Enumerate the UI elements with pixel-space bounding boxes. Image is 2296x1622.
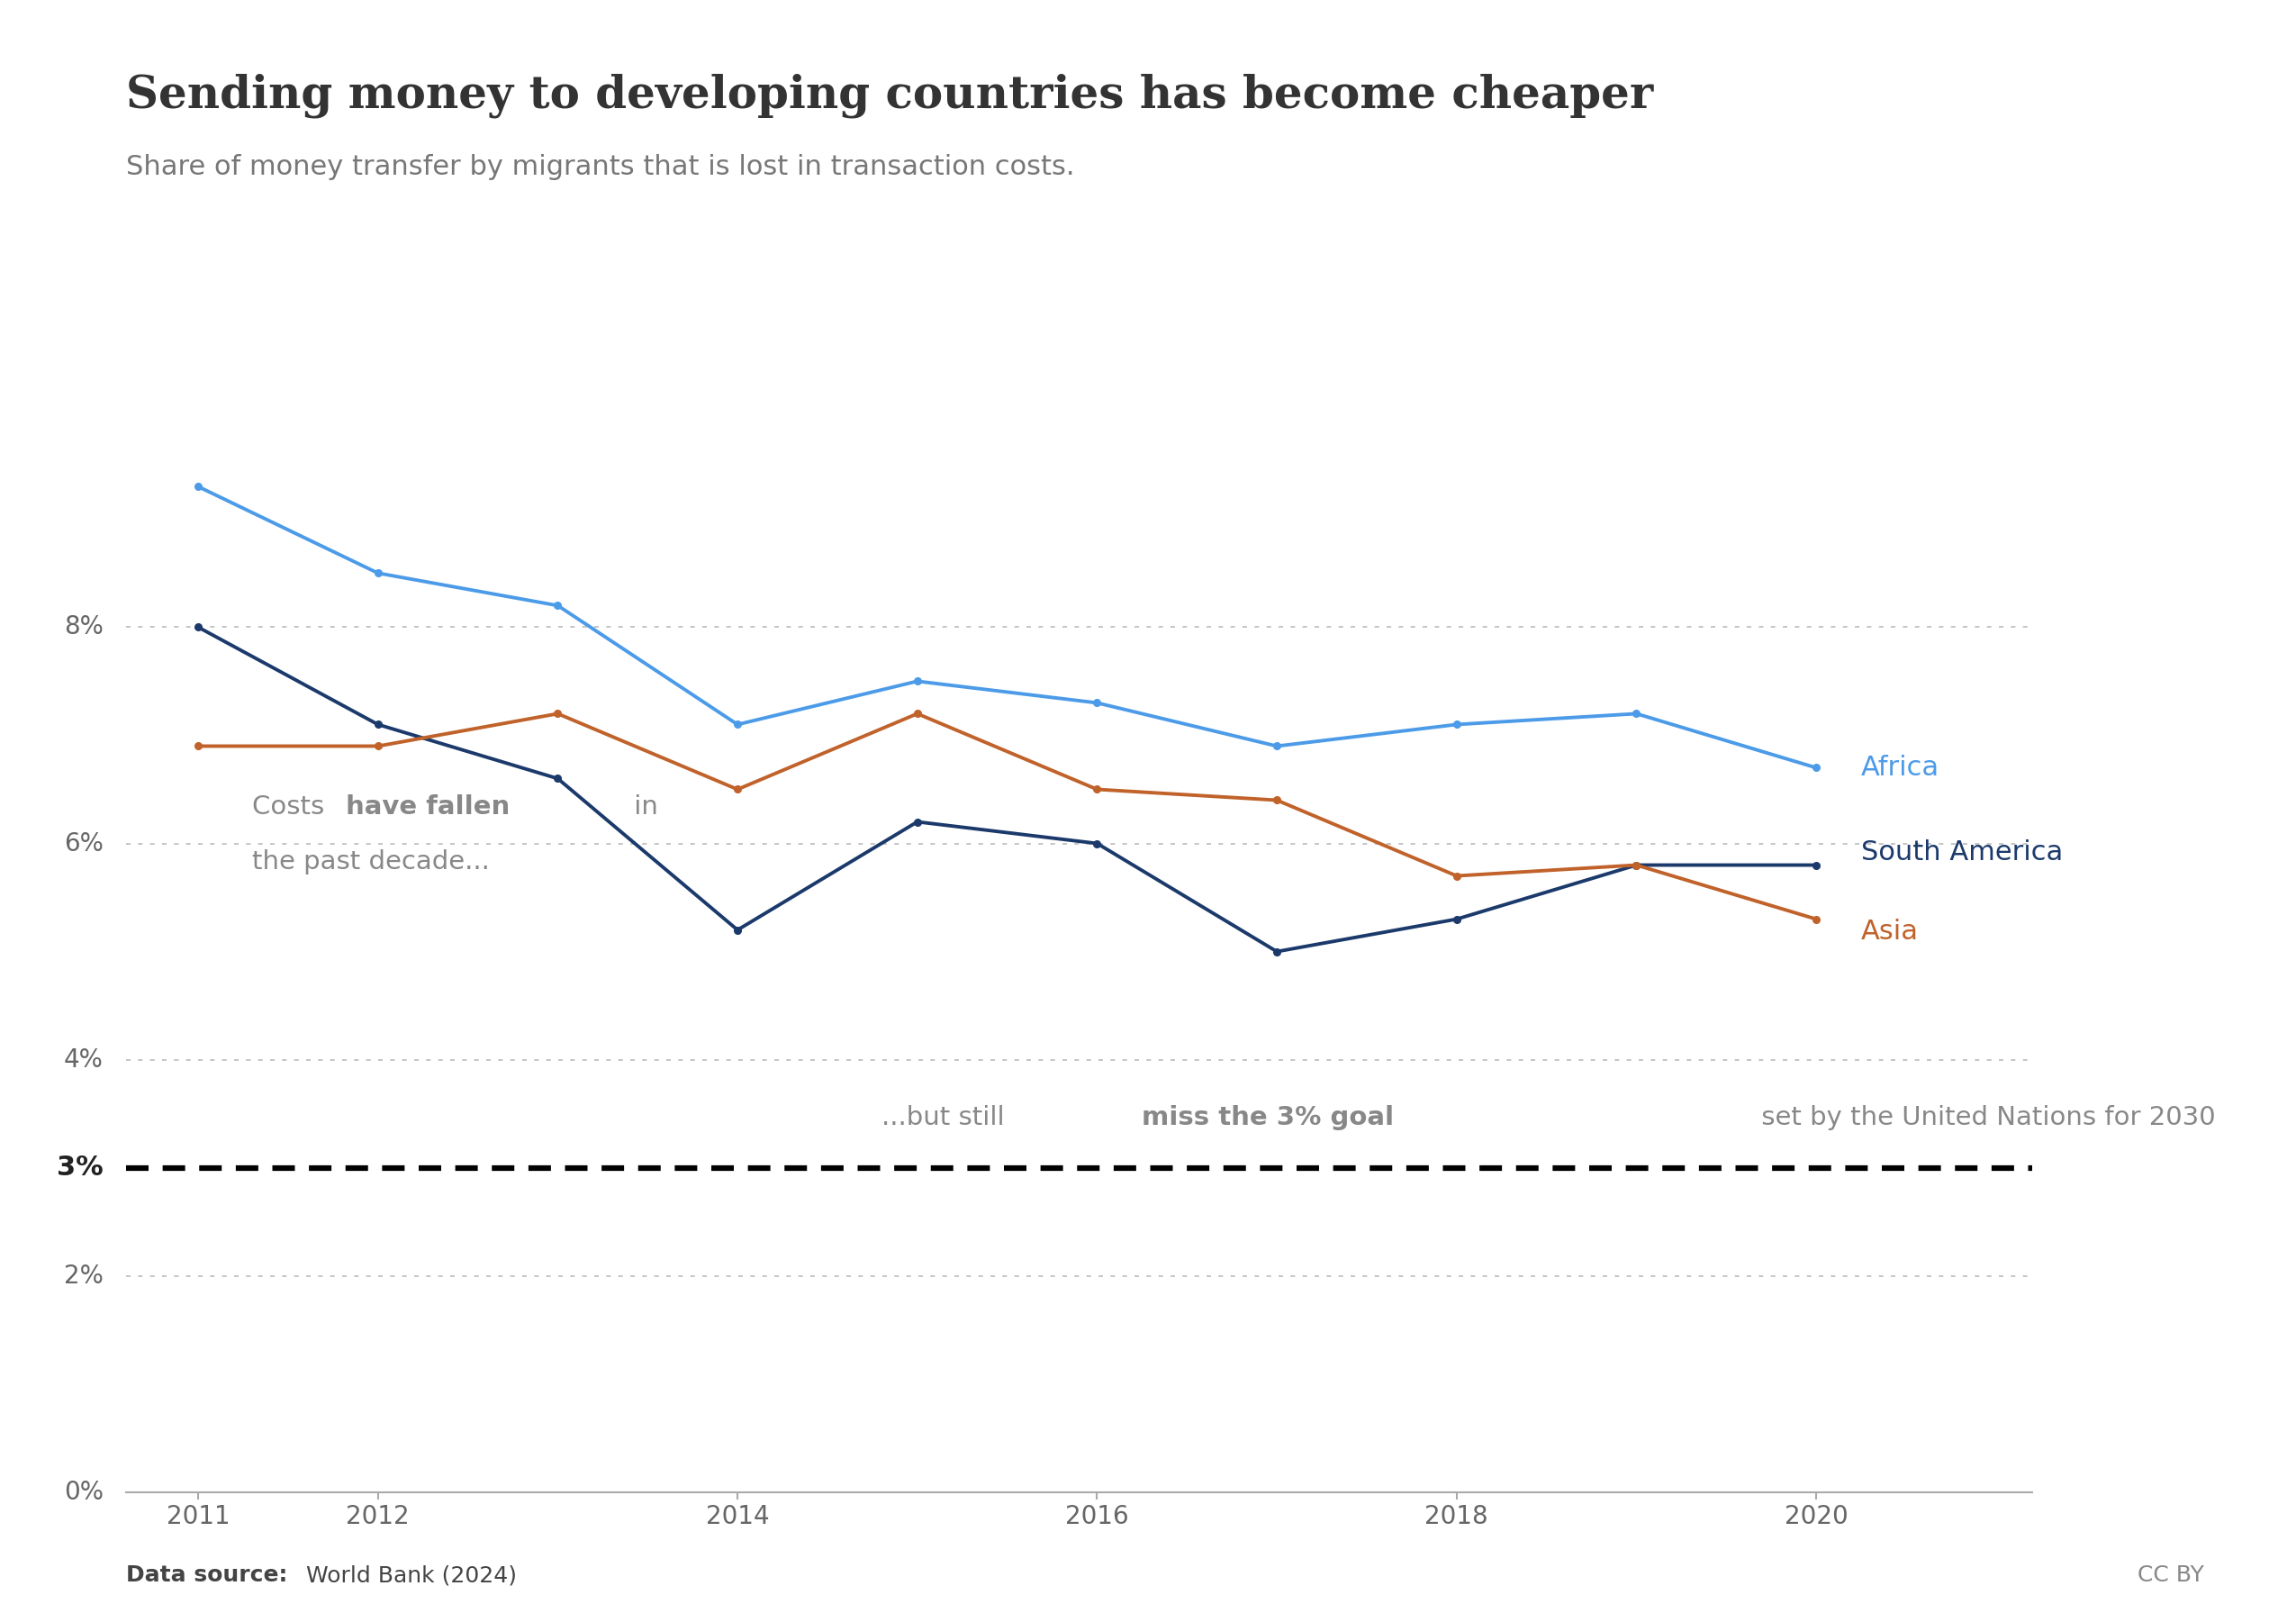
Text: miss the 3% goal: miss the 3% goal: [1141, 1105, 1394, 1131]
Text: 2%: 2%: [64, 1264, 103, 1288]
Text: Share of money transfer by migrants that is lost in transaction costs.: Share of money transfer by migrants that…: [126, 154, 1075, 180]
Text: South America: South America: [1862, 839, 2064, 865]
Text: have fallen: have fallen: [347, 795, 510, 821]
Text: 4%: 4%: [64, 1048, 103, 1072]
Text: in: in: [627, 795, 659, 821]
Text: 3%: 3%: [57, 1155, 103, 1181]
Text: World Bank (2024): World Bank (2024): [298, 1565, 517, 1586]
Text: Data source:: Data source:: [126, 1565, 287, 1586]
Text: Costs: Costs: [253, 795, 333, 821]
Text: set by the United Nations for 2030: set by the United Nations for 2030: [1754, 1105, 2216, 1131]
Text: the past decade...: the past decade...: [253, 848, 489, 874]
Text: 8%: 8%: [64, 615, 103, 639]
Text: CC BY: CC BY: [2138, 1565, 2204, 1586]
Text: Sending money to developing countries has become cheaper: Sending money to developing countries ha…: [126, 73, 1653, 117]
Text: Our World: Our World: [2039, 55, 2174, 79]
Text: ...but still: ...but still: [882, 1105, 1013, 1131]
Text: Asia: Asia: [1862, 920, 1919, 946]
Text: in Data: in Data: [2057, 104, 2156, 128]
Text: 0%: 0%: [64, 1479, 103, 1505]
Text: Africa: Africa: [1862, 754, 1940, 780]
Text: 6%: 6%: [64, 830, 103, 856]
